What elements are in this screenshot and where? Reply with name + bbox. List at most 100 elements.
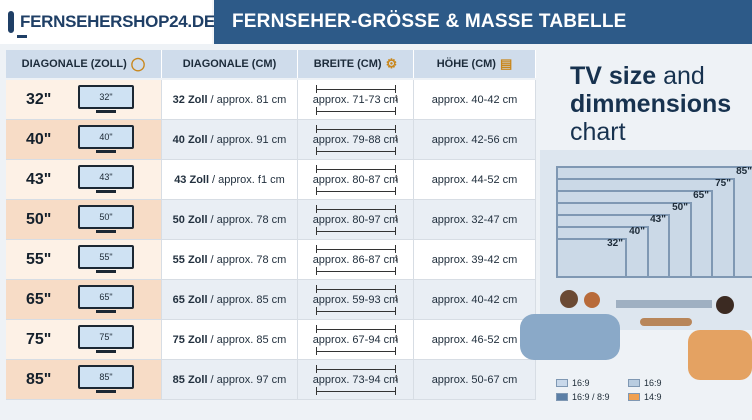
width-cell: approx. 71-73 cm ↕ xyxy=(298,80,414,119)
tv-screen: 55" xyxy=(78,244,134,269)
logo-text: FERNSEHERSHOP24.DE xyxy=(20,12,215,31)
tv-stand xyxy=(96,309,116,313)
legend-swatch xyxy=(628,393,640,401)
size-cell: 50" 50" xyxy=(6,200,162,239)
tv-logo-icon xyxy=(8,11,27,38)
table-row: 55" 55" 55 Zoll / approx. 78 cm approx. … xyxy=(6,240,536,280)
diagonal-cm-cell: 40 Zoll / approx. 91 cm xyxy=(162,120,298,159)
legend-label: 16:9 xyxy=(644,378,662,388)
width-arrow-icon xyxy=(315,164,396,173)
column-header-width: BREITE (CM) ⚙ xyxy=(298,50,414,78)
diagonal-cm-text: / approx. 85 cm xyxy=(210,293,287,306)
sofa-illustration xyxy=(520,314,620,360)
width-text: approx. 71-73 cm xyxy=(312,93,399,106)
diagonal-cm-cell: 85 Zoll / approx. 97 cm xyxy=(162,360,298,399)
tv-icon: 65" xyxy=(78,284,134,315)
legend-swatch xyxy=(556,393,568,401)
height-cell: approx. 40-42 cm xyxy=(414,80,536,119)
width-text: approx. 59-93 cm xyxy=(312,293,399,306)
column-header-height: HÖHE (CM) ▤ xyxy=(414,50,536,78)
title-line-3: chart xyxy=(570,118,626,146)
legend-label: 16:9 / 8:9 xyxy=(572,392,610,402)
width-text: approx. 67-94 cm xyxy=(312,333,399,346)
height-cell: approx. 32-47 cm xyxy=(414,200,536,239)
column-header-diagonal-inch: DIAGONALE (ZOLL) ◯ xyxy=(6,50,162,78)
column-header-label: DIAGONALE (CM) xyxy=(182,58,277,70)
height-text: approx. 50-67 cm xyxy=(431,373,518,386)
title-line-1: TV size and xyxy=(570,62,750,90)
height-text: approx. 46-52 cm xyxy=(431,333,518,346)
tape-measure-icon: ◯ xyxy=(130,56,146,71)
diagonal-inch-text: 85 Zoll xyxy=(172,373,208,386)
header: FERNSEHERSHOP24.DE FERNSEHER-GRÖSSE & MA… xyxy=(0,0,752,44)
height-arrow-icon: ↕ xyxy=(393,372,400,384)
size-cell: 32" 32" xyxy=(6,80,162,119)
tv-stand xyxy=(96,269,116,273)
size-cell: 55" 55" xyxy=(6,240,162,279)
title-banner: FERNSEHER-GRÖSSE & MASSE TABELLE xyxy=(214,0,752,44)
table-row: 40" 40" 40 Zoll / approx. 91 cm approx. … xyxy=(6,120,536,160)
height-cell: approx. 46-52 cm xyxy=(414,320,536,359)
height-text: approx. 40-42 cm xyxy=(431,293,518,306)
height-arrow-icon: ↕ xyxy=(393,252,400,264)
tv-size-label: 40" xyxy=(99,131,113,142)
height-cell: approx. 39-42 cm xyxy=(414,240,536,279)
tv-size-label: 55" xyxy=(99,251,113,262)
diagonal-cm-text: / approx. 78 cm xyxy=(210,253,287,266)
width-arrow-icon xyxy=(315,186,396,195)
height-cell: approx. 44-52 cm xyxy=(414,160,536,199)
legend-swatch xyxy=(556,379,568,387)
table-row: 65" 65" 65 Zoll / approx. 85 cm approx. … xyxy=(6,280,536,320)
column-header-label: HÖHE (CM) xyxy=(436,58,496,70)
size-label: 55" xyxy=(26,250,52,268)
tv-console-illustration xyxy=(616,300,712,308)
size-cell: 85" 85" xyxy=(6,360,162,399)
coffee-table-illustration xyxy=(640,318,692,326)
title-and: and xyxy=(663,62,705,90)
width-arrow-icon xyxy=(315,386,396,395)
legend-item: 16:9 xyxy=(556,378,590,388)
width-cell: approx. 80-87 cm ↕ xyxy=(298,160,414,199)
diagonal-cm-cell: 50 Zoll / approx. 78 cm xyxy=(162,200,298,239)
tv-icon: 55" xyxy=(78,244,134,275)
tv-screen: 40" xyxy=(78,124,134,149)
diagonal-cm-cell: 65 Zoll / approx. 85 cm xyxy=(162,280,298,319)
width-arrow-icon xyxy=(315,364,396,373)
size-label: 40" xyxy=(26,130,52,148)
table-row: 85" 85" 85 Zoll / approx. 97 cm approx. … xyxy=(6,360,536,400)
height-text: approx. 44-52 cm xyxy=(431,173,518,186)
person-illustration xyxy=(584,292,600,308)
diagonal-inch-text: 40 Zoll xyxy=(172,133,208,146)
table-header-row: DIAGONALE (ZOLL) ◯ DIAGONALE (CM) BREITE… xyxy=(6,50,536,78)
size-cell: 75" 75" xyxy=(6,320,162,359)
height-text: approx. 40-42 cm xyxy=(431,93,518,106)
column-header-label: DIAGONALE (ZOLL) xyxy=(21,58,127,70)
person-illustration xyxy=(716,296,734,314)
table-body: 32" 32" 32 Zoll / approx. 81 cm approx. … xyxy=(6,80,536,400)
width-cell: approx. 79-88 cm ↕ xyxy=(298,120,414,159)
tv-size-label: 65" xyxy=(99,291,113,302)
diagonal-cm-cell: 32 Zoll / approx. 81 cm xyxy=(162,80,298,119)
size-rectangle-label: 43" xyxy=(650,214,666,225)
logo[interactable]: FERNSEHERSHOP24.DE xyxy=(0,0,215,44)
tv-stand xyxy=(96,349,116,353)
height-arrow-icon: ↕ xyxy=(393,332,400,344)
size-label: 65" xyxy=(26,290,52,308)
diagonal-inch-text: 50 Zoll xyxy=(172,213,208,226)
legend-swatch xyxy=(628,379,640,387)
tv-stand xyxy=(96,389,116,393)
tv-screen: 85" xyxy=(78,364,134,389)
tv-screen: 65" xyxy=(78,284,134,309)
size-label: 85" xyxy=(26,370,52,388)
size-label: 50" xyxy=(26,210,52,228)
table-row: 32" 32" 32 Zoll / approx. 81 cm approx. … xyxy=(6,80,536,120)
tv-screen: 43" xyxy=(78,164,134,189)
tv-size-label: 50" xyxy=(99,211,113,222)
height-text: approx. 39-42 cm xyxy=(431,253,518,266)
width-text: approx. 80-97 cm xyxy=(312,213,399,226)
width-arrow-icon xyxy=(315,284,396,293)
width-arrow-icon xyxy=(315,324,396,333)
height-arrow-icon: ↕ xyxy=(393,132,400,144)
title-line-2: dimmensions xyxy=(570,90,732,118)
tv-screen: 32" xyxy=(78,84,134,109)
